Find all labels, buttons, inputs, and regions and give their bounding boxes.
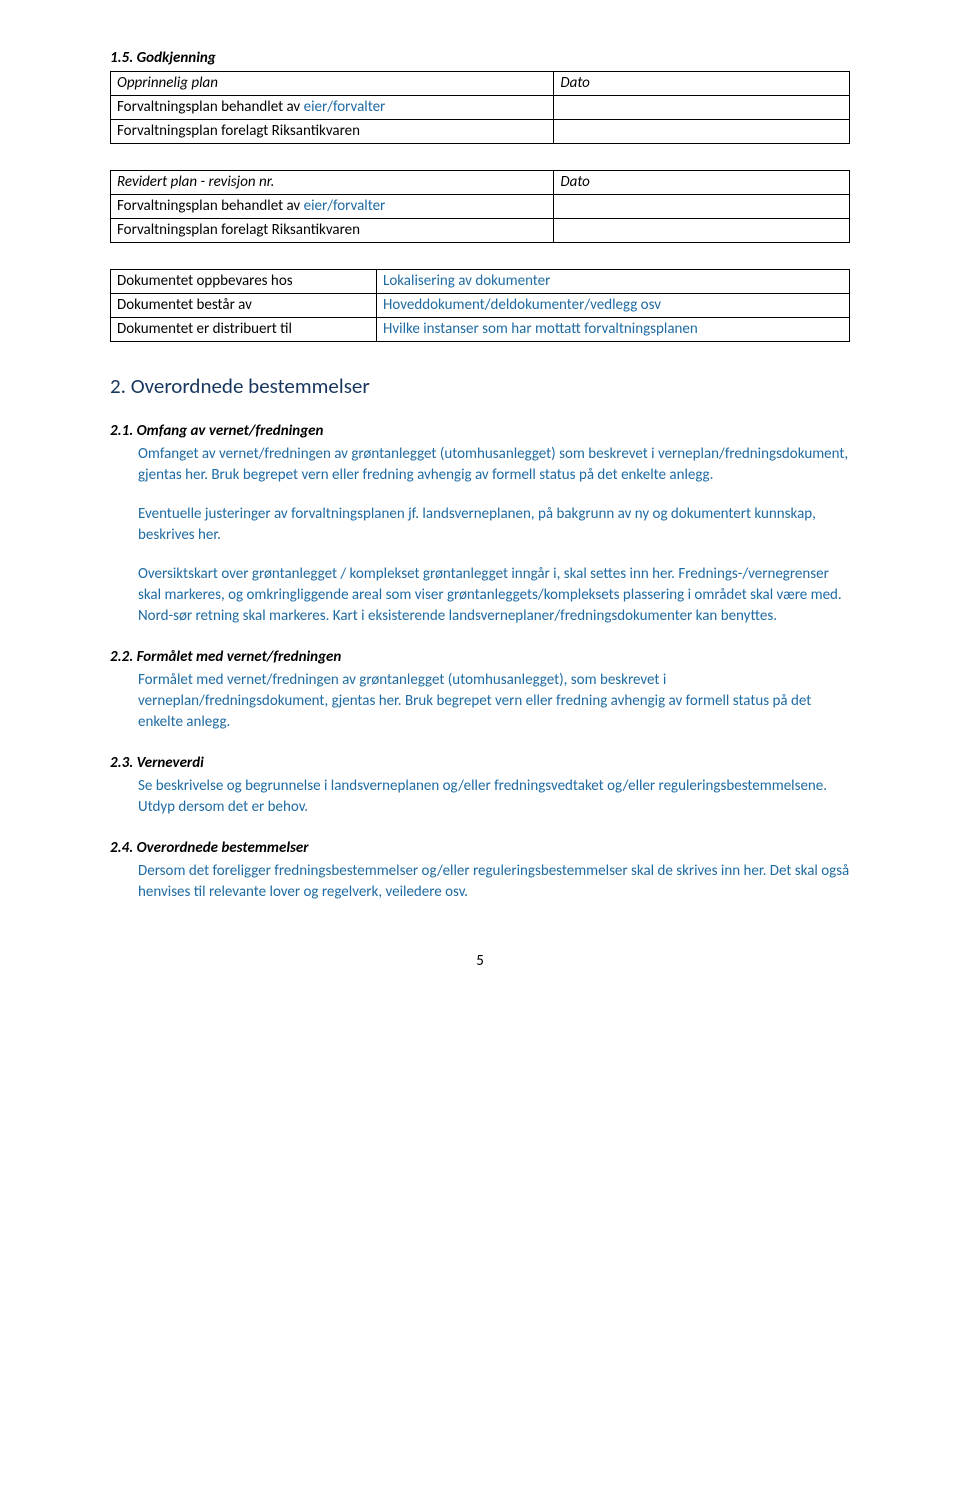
cell: Dokumentet består av: [111, 294, 377, 318]
table-row: Dokumentet er distribuert til Hvilke ins…: [111, 318, 850, 342]
cell: Lokalisering av dokumenter: [377, 270, 850, 294]
table-row: Dokumentet består av Hoveddokument/deldo…: [111, 294, 850, 318]
paragraph: Eventuelle justeringer av forvaltningspl…: [138, 504, 850, 546]
cell: Forvaltningsplan forelagt Riksantikvaren: [111, 219, 554, 243]
paragraph: Dersom det foreligger fredningsbestemmel…: [138, 861, 850, 903]
cell-link: eier/forvalter: [304, 197, 386, 215]
table-row: Revidert plan - revisjon nr. Dato: [111, 171, 850, 195]
table-row: Forvaltningsplan forelagt Riksantikvaren: [111, 120, 850, 144]
cell: [554, 195, 850, 219]
table-row: Forvaltningsplan behandlet av eier/forva…: [111, 195, 850, 219]
paragraph: Formålet med vernet/fredningen av grønta…: [138, 670, 850, 733]
cell-link: eier/forvalter: [304, 98, 386, 116]
cell: Hvilke instanser som har mottatt forvalt…: [377, 318, 850, 342]
heading-2: 2. Overordnede bestemmelser: [110, 372, 850, 401]
cell: Revidert plan - revisjon nr.: [117, 173, 274, 191]
table-godkjenning-revidert: Revidert plan - revisjon nr. Dato Forval…: [110, 170, 850, 243]
cell: Dokumentet er distribuert til: [111, 318, 377, 342]
paragraph: Se beskrivelse og begrunnelse i landsver…: [138, 776, 850, 818]
cell-prefix: Forvaltningsplan behandlet av: [117, 98, 304, 116]
cell-prefix: Forvaltningsplan behandlet av: [117, 197, 304, 215]
table-row: Forvaltningsplan forelagt Riksantikvaren: [111, 219, 850, 243]
cell: Opprinnelig plan: [117, 74, 218, 92]
paragraph: Oversiktskart over grøntanlegget / kompl…: [138, 564, 850, 627]
heading-2-4: 2.4. Overordnede bestemmelser: [110, 838, 850, 859]
heading-2-3: 2.3. Verneverdi: [110, 753, 850, 774]
cell: [554, 120, 850, 144]
paragraph: Omfanget av vernet/fredningen av grøntan…: [138, 444, 850, 486]
heading-2-1: 2.1. Omfang av vernet/fredningen: [110, 421, 850, 442]
page-number: 5: [110, 951, 850, 972]
cell: Dokumentet oppbevares hos: [111, 270, 377, 294]
table-row: Opprinnelig plan Dato: [111, 72, 850, 96]
cell: Dato: [560, 74, 589, 92]
cell: Dato: [560, 173, 589, 191]
table-row: Forvaltningsplan behandlet av eier/forva…: [111, 96, 850, 120]
cell: Forvaltningsplan forelagt Riksantikvaren: [111, 120, 554, 144]
table-godkjenning-opprinnelig: Opprinnelig plan Dato Forvaltningsplan b…: [110, 71, 850, 144]
cell: Hoveddokument/deldokumenter/vedlegg osv: [377, 294, 850, 318]
cell: [554, 96, 850, 120]
cell: [554, 219, 850, 243]
heading-2-2: 2.2. Formålet med vernet/fredningen: [110, 647, 850, 668]
heading-1-5: 1.5. Godkjenning: [110, 48, 850, 69]
table-row: Dokumentet oppbevares hos Lokalisering a…: [111, 270, 850, 294]
table-dokument-info: Dokumentet oppbevares hos Lokalisering a…: [110, 269, 850, 342]
